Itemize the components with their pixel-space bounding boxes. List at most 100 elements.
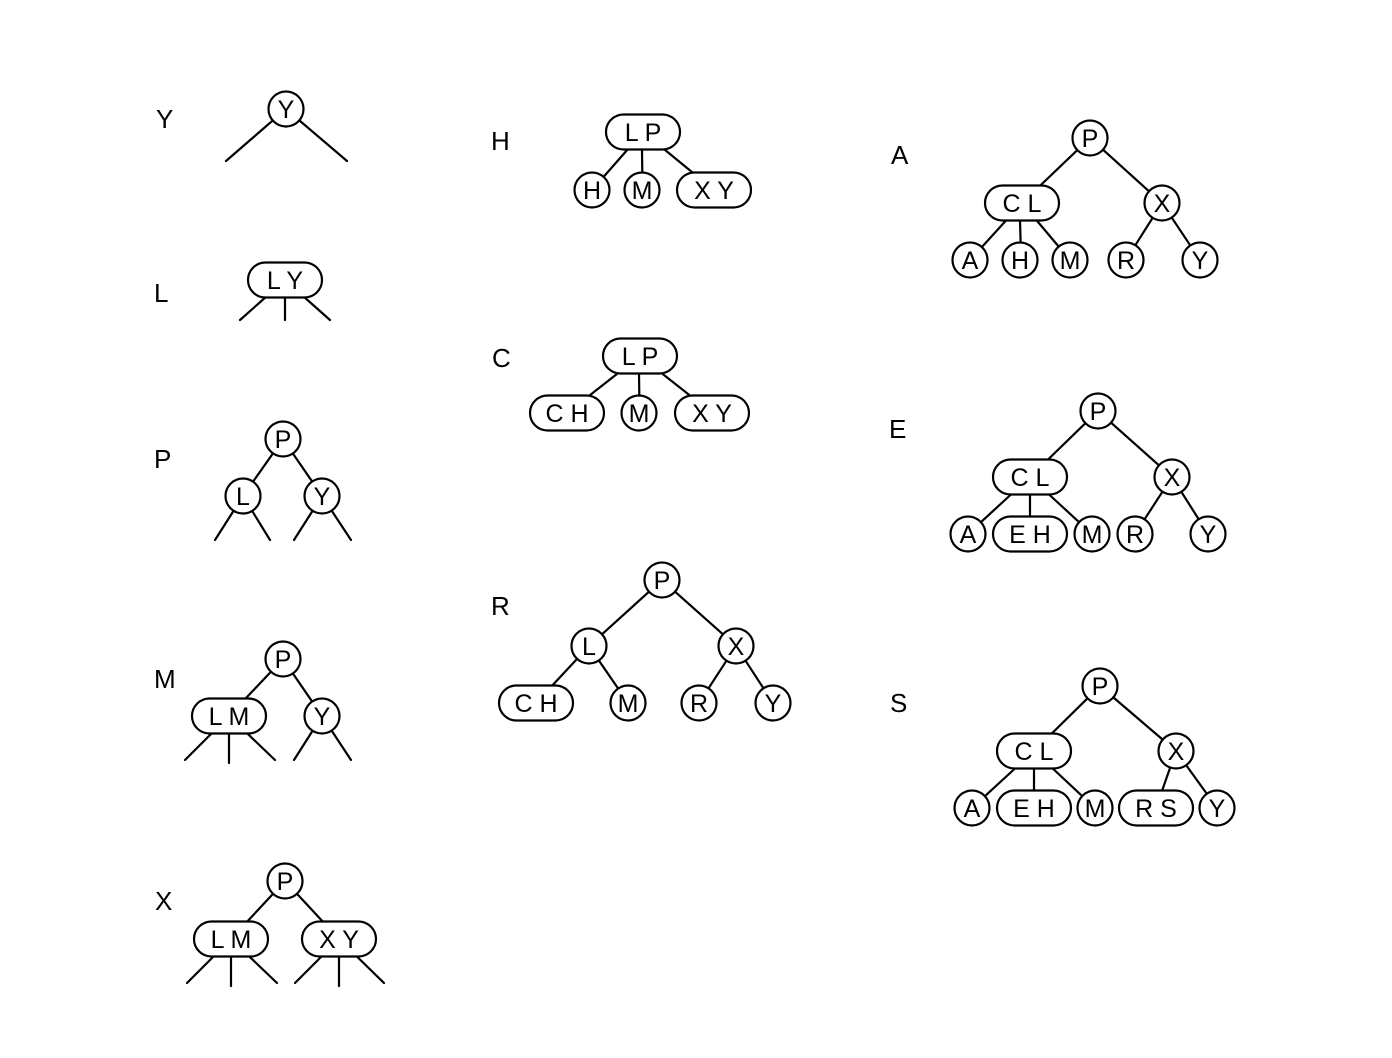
node-circle [573,171,611,209]
tree-step-c: C L P C H M X Y [492,337,751,432]
tree-edge [251,452,275,483]
tree-step-p: P P L Y [154,420,353,542]
node-keys: A [962,247,979,275]
three-node: L P [604,113,682,151]
two-node: M [623,171,661,209]
null-link [292,509,314,542]
two-node: Y [1198,789,1236,827]
node-circle [680,684,718,722]
null-link [330,729,353,762]
node-keys: L M [211,926,252,954]
two-node: P [1081,667,1119,705]
null-link [303,296,332,322]
node-keys: P [654,567,671,595]
node-circle [1189,515,1227,553]
node-circle [643,561,681,599]
node-keys: M [1060,247,1081,275]
tree-edge [597,659,620,690]
tree-edge [1047,493,1081,524]
node-circle [224,477,262,515]
three-node: C H [497,684,575,722]
three-node: L P [601,337,679,375]
two-node: P [643,561,681,599]
tree-edge [660,372,692,397]
two-node: A [949,515,987,553]
three-node: C H [528,394,606,432]
node-circle [1153,458,1191,496]
node-keys: C H [514,690,557,718]
node-pill [1117,789,1195,827]
node-keys: X Y [692,400,732,428]
node-keys: Y [1200,521,1217,549]
node-pill [675,171,753,209]
two-node: H [1001,241,1039,279]
node-circle [267,90,305,128]
node-circle [1076,789,1114,827]
tree-edge [1134,216,1154,247]
null-link [298,119,349,163]
three-node: E H [995,789,1073,827]
step-label: H [491,126,510,156]
node-pill [192,920,270,958]
node-keys: X Y [319,926,359,954]
tree-edge [1051,767,1084,798]
node-circle [266,862,304,900]
node-keys: Y [1192,247,1209,275]
step-label: E [889,414,906,444]
node-keys: C H [545,400,588,428]
node-circle [264,640,302,678]
node-keys: L Y [267,267,303,295]
three-node: C L [991,458,1069,496]
tree-step-h: H L P H M X Y [491,113,753,209]
node-pill [673,394,751,432]
node-pill [991,458,1069,496]
step-label: S [890,688,907,718]
node-keys: L P [625,119,662,147]
node-keys: M [1082,521,1103,549]
null-link [355,955,386,985]
node-circle [1001,241,1039,279]
tree-edge [1046,422,1087,461]
two-node: P [1079,392,1117,430]
step-label: P [154,444,171,474]
node-circle [1051,241,1089,279]
two-node: X [1153,458,1191,496]
node-keys: L [582,633,596,661]
node-keys: C L [1011,464,1050,492]
node-circle [717,627,755,665]
node-circle [623,171,661,209]
tree-edge [291,672,314,703]
node-circle [949,515,987,553]
node-keys: Y [1209,795,1226,823]
null-link [248,955,279,985]
node-keys: P [275,646,292,674]
node-circle [303,477,341,515]
node-circle [1071,119,1109,157]
node-keys: C L [1015,738,1054,766]
tree-step-m: M P L M Y [154,640,353,765]
three-node: X Y [673,394,751,432]
node-circle [303,697,341,735]
tree-step-r: R P L X C H M R Y [491,561,792,722]
two-node: X [717,627,755,665]
node-keys: A [960,521,977,549]
tree-edge [663,148,694,174]
two-node: P [264,640,302,678]
node-pill [995,732,1073,770]
node-pill [190,697,268,735]
three-node: E H [991,515,1069,553]
node-circle [1081,667,1119,705]
node-pill [497,684,575,722]
tree-edge [244,670,273,700]
node-keys: P [1090,398,1107,426]
node-keys: M [1085,795,1106,823]
node-keys: L [236,483,250,511]
node-keys: Y [314,703,331,731]
tree-edge [707,659,728,690]
tree-edge [1018,219,1022,244]
node-keys: M [632,177,653,205]
node-keys: Y [765,690,782,718]
two-node: M [1051,241,1089,279]
node-keys: X [728,633,745,661]
tree-edge [1035,219,1060,248]
